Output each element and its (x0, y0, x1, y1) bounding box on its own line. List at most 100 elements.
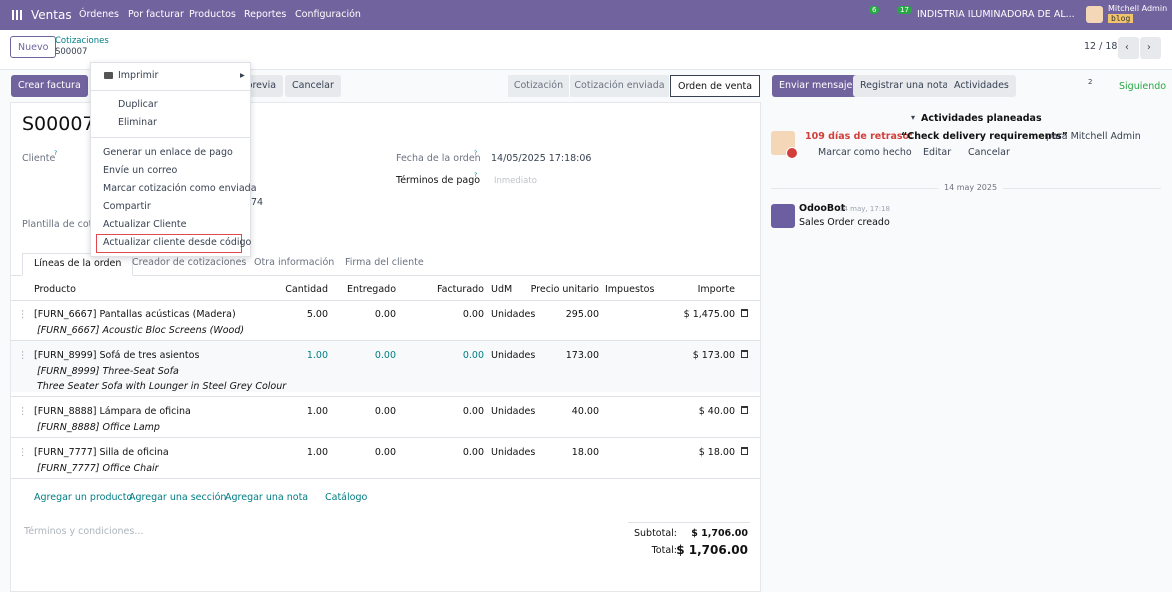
cell-price[interactable]: 40.00 (571, 406, 599, 417)
menu-item[interactable]: Actualizar Cliente (103, 219, 187, 230)
activities[interactable]: Actividades (947, 75, 1016, 97)
menu-item[interactable]: Reportes (244, 9, 287, 20)
menu-item[interactable]: Compartir (103, 201, 151, 212)
planned-header[interactable]: Actividades planeadas (921, 113, 1042, 124)
cell-uom[interactable]: Unidades (491, 406, 536, 417)
breadcrumb-record: S00007 (55, 47, 88, 57)
menu-item[interactable]: Duplicar (118, 99, 158, 110)
menu-item[interactable]: Actualizar cliente desde código (103, 237, 252, 248)
menu-item[interactable]: Marcar cotización como enviada (103, 183, 257, 194)
pager-prev[interactable]: ‹ (1118, 37, 1139, 59)
add-link[interactable]: Agregar un producto (34, 492, 133, 503)
cell-invoiced[interactable]: 0.00 (462, 309, 484, 320)
cell-quantity[interactable]: 5.00 (306, 309, 328, 320)
delete-icon[interactable] (741, 406, 748, 414)
messages-badge[interactable]: 6 (869, 6, 880, 14)
cell-delivered[interactable]: 0.00 (374, 447, 396, 458)
tab[interactable]: Otra información (254, 257, 335, 268)
cancel[interactable]: Cancelar (285, 75, 341, 97)
amount: $ 40.00 (698, 406, 735, 417)
activities-badge[interactable]: 17 (897, 6, 912, 14)
activity-summary: “Check delivery requirements” (901, 131, 1068, 142)
product[interactable]: [FURN_7777] Silla de oficina (34, 447, 169, 458)
column-header[interactable]: Importe (697, 284, 735, 295)
menu-item[interactable]: Eliminar (118, 117, 157, 128)
user[interactable]: Mitchell Admin (1108, 4, 1168, 13)
amount: $ 173.00 (692, 350, 735, 361)
cell-uom[interactable]: Unidades (491, 350, 536, 361)
cell-price[interactable]: 295.00 (565, 309, 599, 320)
pager: 12 / 18 (1084, 41, 1118, 52)
product[interactable]: [FURN_8888] Lámpara de oficina (34, 406, 191, 417)
cell-invoiced[interactable]: 0.00 (462, 350, 484, 361)
drag-handle[interactable]: ⋮ (18, 350, 28, 361)
cell-delivered[interactable]: 0.00 (374, 309, 396, 320)
menu-item[interactable]: Por facturar (128, 9, 184, 20)
cell-invoiced[interactable]: 0.00 (462, 447, 484, 458)
edit[interactable]: Editar (923, 147, 952, 158)
payment-terms[interactable]: Inmediato (494, 176, 537, 186)
status-active[interactable]: Orden de venta (670, 75, 760, 97)
menu-item[interactable]: Envíe un correo (103, 165, 178, 176)
cell-uom[interactable]: Unidades (491, 447, 536, 458)
column-header[interactable]: Facturado (437, 284, 484, 295)
delete-icon[interactable] (741, 309, 748, 317)
terms[interactable]: Términos y condiciones... (24, 526, 144, 537)
pager-next[interactable]: › (1140, 37, 1161, 59)
column-header[interactable]: Impuestos (605, 284, 655, 295)
status[interactable]: Cotización enviada (570, 75, 670, 97)
send-message[interactable]: Enviar mensaje (772, 75, 860, 97)
avatar[interactable] (1086, 6, 1103, 23)
menu-item[interactable]: Configuración (295, 9, 361, 20)
column-header[interactable]: UdM (491, 284, 513, 295)
cell-quantity[interactable]: 1.00 (306, 406, 328, 417)
cell-quantity[interactable]: 1.00 (306, 350, 328, 361)
company[interactable]: INDISTRIA ILUMINADORA DE AL... (917, 9, 1075, 20)
add-link[interactable]: Agregar una nota (225, 492, 309, 503)
drag-handle[interactable]: ⋮ (18, 447, 28, 458)
cancel-activity[interactable]: Cancelar (968, 147, 1010, 158)
delete-icon[interactable] (741, 447, 748, 455)
product[interactable]: [FURN_6667] Pantallas acústicas (Madera) (34, 309, 236, 320)
add-link[interactable]: Agregar una sección (129, 492, 227, 503)
cell-delivered[interactable]: 0.00 (374, 406, 396, 417)
drag-handle[interactable]: ⋮ (18, 309, 28, 320)
cell-price[interactable]: 18.00 (571, 447, 599, 458)
cell-price[interactable]: 173.00 (565, 350, 599, 361)
description: [FURN_8999] Three-Seat Sofa (37, 366, 179, 377)
column-header[interactable]: Producto (34, 284, 76, 295)
order-date-label: Fecha de la orden (396, 153, 481, 164)
column-header[interactable]: Entregado (347, 284, 396, 295)
apps-icon[interactable] (12, 10, 22, 20)
column-header[interactable]: Precio unitario (530, 284, 599, 295)
new-button[interactable]: Nuevo (10, 36, 57, 58)
cell-uom[interactable]: Unidades (491, 309, 536, 320)
breadcrumb-parent[interactable]: Cotizaciones (55, 36, 109, 46)
status[interactable]: Cotización (508, 75, 570, 97)
cell-invoiced[interactable]: 0.00 (462, 406, 484, 417)
app-name[interactable]: Ventas (31, 8, 72, 22)
bot-avatar (771, 204, 795, 228)
cell-delivered[interactable]: 0.00 (374, 350, 396, 361)
cell-quantity[interactable]: 1.00 (306, 447, 328, 458)
following[interactable]: Siguiendo (1119, 81, 1167, 92)
mark-done[interactable]: Marcar como hecho (818, 147, 912, 158)
order-date[interactable]: 14/05/2025 17:18:06 (491, 153, 592, 164)
menu-item[interactable]: Productos (189, 9, 236, 20)
add-link[interactable]: Catálogo (325, 492, 368, 503)
menu-item[interactable]: Generar un enlace de pago (103, 147, 233, 158)
followers[interactable]: 2 (1088, 78, 1093, 86)
product[interactable]: [FURN_8999] Sofá de tres asientos (34, 350, 200, 361)
menu-item[interactable]: Imprimir (118, 70, 159, 81)
tab[interactable]: Firma del cliente (345, 257, 424, 268)
log-note[interactable]: Registrar una nota (853, 75, 956, 97)
column-header[interactable]: Cantidad (285, 284, 328, 295)
menu-item[interactable]: Órdenes (79, 9, 119, 20)
record-name: S00007 (22, 113, 95, 135)
drag-handle[interactable]: ⋮ (18, 406, 28, 417)
create-invoice[interactable]: Crear factura (11, 75, 88, 97)
caret: ▾ (911, 113, 916, 122)
delete-icon[interactable] (741, 350, 748, 358)
tab-active[interactable]: Líneas de la orden (22, 253, 134, 276)
tab[interactable]: Creador de cotizaciones (132, 257, 247, 268)
